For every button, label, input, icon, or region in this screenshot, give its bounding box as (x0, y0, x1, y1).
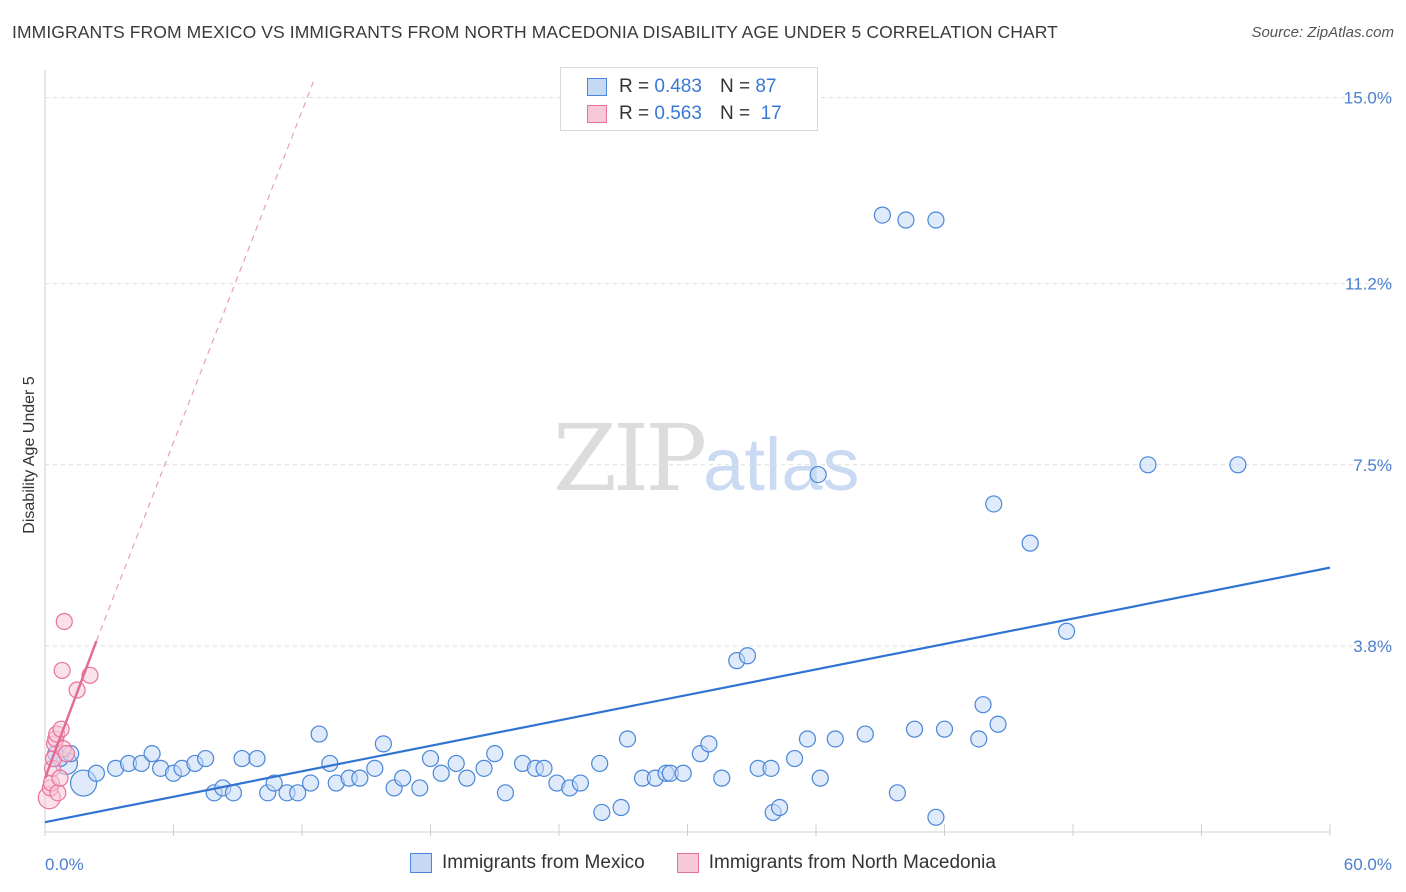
mexico-point (826, 730, 844, 748)
mexico-point (873, 206, 891, 224)
mexico-point (738, 647, 757, 665)
legend-r-value: 0.483 (654, 76, 702, 97)
north-macedonia-point (53, 661, 71, 680)
mexico-point (713, 769, 731, 787)
mexico-point (233, 749, 251, 768)
mexico-point (475, 759, 493, 777)
north-macedonia-point (57, 745, 76, 763)
mexico-point (132, 754, 150, 773)
mexico-point (321, 754, 339, 773)
legend-n-label: N = (719, 76, 751, 97)
x-tick-label: 0.0% (45, 855, 84, 874)
chart-title: IMMIGRANTS FROM MEXICO VS IMMIGRANTS FRO… (12, 22, 1058, 42)
series-swatch-mexico (410, 853, 433, 873)
mexico-point (458, 769, 476, 787)
mexico-point (265, 774, 283, 792)
x-tick-label: 60.0% (1344, 855, 1392, 874)
mexico-point (970, 730, 988, 748)
mexico-point (374, 735, 392, 753)
mexico-point (224, 784, 243, 802)
series-label-north-macedonia: Immigrants from North Macedonia (708, 852, 996, 873)
mexico-point (785, 749, 804, 768)
mexico-point (366, 759, 384, 777)
mexico-point (798, 730, 817, 748)
mexico-point (927, 211, 945, 229)
legend-r-value: 0.563 (654, 103, 702, 124)
mexico-point (591, 754, 609, 773)
mexico-point (1021, 534, 1039, 552)
mexico-point (411, 779, 429, 797)
y-tick-label: 15.0% (1344, 89, 1392, 108)
series-legend-mexico[interactable]: Immigrants from Mexico (410, 852, 645, 874)
mexico-point (593, 803, 611, 822)
series-legend-north-macedonia[interactable]: Immigrants from North Macedonia (676, 852, 996, 874)
mexico-point (770, 798, 789, 817)
series-label-mexico: Immigrants from Mexico (442, 852, 645, 873)
mexico-point (989, 715, 1007, 733)
mexico-point (289, 784, 307, 802)
stats-legend: R = 0.483 N = 87 R = 0.563 N = 17 (560, 67, 818, 131)
mexico-point (1229, 456, 1247, 474)
mexico-point (486, 745, 504, 763)
mexico-point (856, 725, 874, 743)
mexico-point (1057, 622, 1076, 640)
y-tick-label: 11.2% (1345, 275, 1392, 294)
legend-r-label: R = (619, 103, 650, 124)
mexico-point (897, 211, 915, 229)
y-axis-label: Disability Age Under 5 (21, 376, 38, 534)
y-tick-label: 3.8% (1353, 637, 1392, 656)
mexico-point (762, 759, 780, 777)
watermark-zip: ZIP (553, 405, 707, 512)
legend-row-north-macedonia: R = 0.563 N = 17 (587, 103, 782, 125)
mexico-point (700, 735, 718, 753)
mexico-point (351, 769, 369, 787)
north-macedonia-point (49, 784, 67, 802)
mexico-point (394, 769, 412, 787)
north-macedonia-trend-extension (95, 77, 316, 642)
mexico-point (535, 759, 553, 777)
mexico-point (248, 749, 266, 768)
north-macedonia-trend-line (43, 640, 98, 779)
legend-n-label: N = (719, 103, 751, 124)
mexico-point (1139, 456, 1157, 474)
mexico-point (905, 720, 924, 738)
legend-row-mexico: R = 0.483 N = 87 (587, 76, 776, 98)
mexico-point (888, 784, 906, 802)
mexico-point (811, 769, 829, 787)
mexico-point (496, 784, 515, 802)
mexico-point (421, 749, 440, 768)
mexico-point (935, 720, 954, 738)
mexico-point (809, 465, 827, 484)
legend-swatch-north-macedonia (587, 105, 607, 123)
mexico-point (612, 798, 630, 817)
north-macedonia-point (55, 612, 73, 631)
series-swatch-north-macedonia (676, 853, 699, 873)
source-credit: Source: ZipAtlas.com (1251, 24, 1394, 41)
north-macedonia-point (51, 769, 69, 787)
legend-swatch-mexico (587, 78, 607, 96)
y-tick-label: 7.5% (1353, 456, 1392, 475)
mexico-point (432, 764, 450, 782)
mexico-point (974, 696, 992, 714)
legend-n-value: 17 (760, 103, 782, 124)
mexico-point (674, 764, 692, 782)
mexico-point (143, 745, 161, 763)
legend-n-value: 87 (755, 76, 777, 97)
mexico-point (618, 730, 637, 748)
mexico-point (447, 754, 465, 773)
mexico-point (87, 764, 106, 782)
mexico-point (927, 808, 945, 826)
mexico-point (301, 774, 320, 792)
mexico-trend-line (44, 566, 1331, 824)
mexico-point (571, 774, 590, 792)
mexico-point (197, 749, 215, 768)
series-legend: Immigrants from Mexico Immigrants from N… (0, 852, 1406, 874)
mexico-point (310, 725, 328, 743)
legend-r-label: R = (619, 76, 650, 97)
mexico-point (985, 495, 1003, 513)
watermark: ZIPatlas (553, 405, 859, 512)
